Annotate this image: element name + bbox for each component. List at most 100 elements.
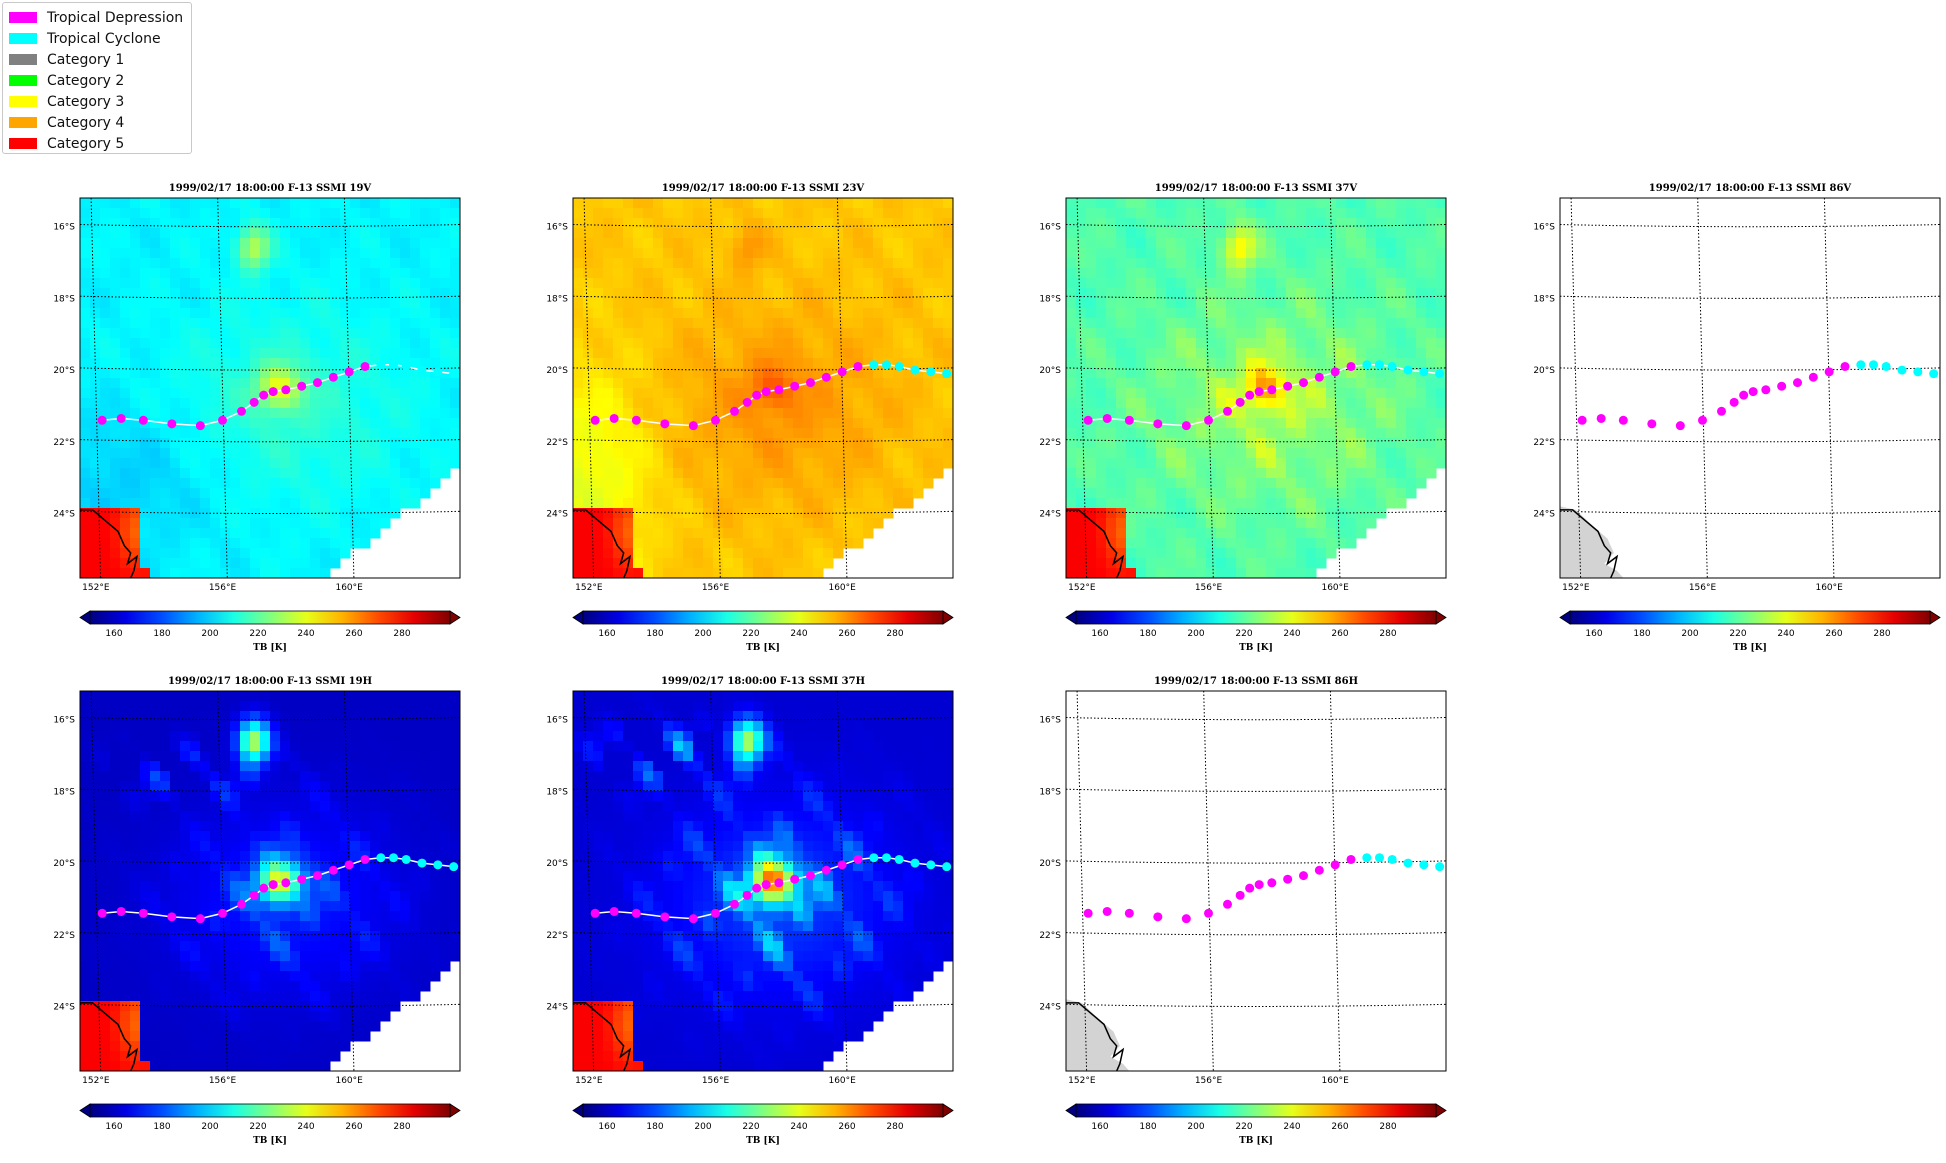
heatmap-cell (250, 771, 261, 782)
heatmap-cell (320, 268, 331, 279)
heatmap-cell (1426, 418, 1437, 429)
heatmap-cell (380, 448, 391, 459)
heatmap-cell (883, 268, 894, 279)
heatmap-cell (100, 328, 111, 339)
heatmap-cell (633, 338, 644, 349)
heatmap-cell (230, 558, 241, 569)
heatmap-cell (340, 771, 351, 782)
heatmap-cell (380, 478, 391, 489)
heatmap-cell (360, 761, 371, 772)
heatmap-cell (593, 378, 604, 389)
heatmap-cell (893, 248, 904, 259)
heatmap-cell (753, 518, 764, 529)
heatmap-cell (1076, 418, 1087, 429)
heatmap-cell (763, 558, 774, 569)
heatmap-cell (150, 821, 161, 832)
heatmap-cell (823, 348, 834, 359)
heatmap-cell (1136, 558, 1147, 569)
colorbar-tick-label: 220 (1235, 629, 1252, 639)
heatmap-cell (673, 318, 684, 329)
legend-swatch (9, 75, 37, 86)
heatmap-cell (90, 248, 101, 259)
heatmap-cell (240, 348, 251, 359)
heatmap-cell (390, 448, 401, 459)
heatmap-cell (230, 258, 241, 269)
parallel-line (80, 367, 460, 371)
heatmap-cell (813, 328, 824, 339)
heatmap-cell (1116, 258, 1127, 269)
heatmap-cell (250, 468, 261, 479)
heatmap-cell (1126, 398, 1137, 409)
heatmap-cell (210, 288, 221, 299)
panel-svg: 1999/02/17 18:00:00 F-13 SSMI 86V16°S18°… (1533, 183, 1941, 653)
heatmap-cell (270, 548, 281, 559)
heatmap-cell (1066, 348, 1077, 359)
heatmap-cell (583, 498, 594, 509)
heatmap-cell (350, 388, 361, 399)
heatmap-cell (240, 711, 251, 722)
heatmap-cell (1166, 278, 1177, 289)
heatmap-cell (1246, 308, 1257, 319)
heatmap-cell (340, 761, 351, 772)
heatmap-cell (220, 701, 231, 712)
heatmap-cell (400, 801, 411, 812)
heatmap-cell (633, 288, 644, 299)
heatmap-cell (1186, 438, 1197, 449)
heatmap-cell (643, 388, 654, 399)
heatmap-cell (793, 348, 804, 359)
heatmap-cell (693, 308, 704, 319)
track-point (1840, 361, 1850, 371)
heatmap-cell (100, 558, 111, 569)
heatmap-cell (913, 378, 924, 389)
heatmap-cell (1286, 358, 1297, 369)
heatmap-cell (200, 791, 211, 802)
heatmap-cell (1376, 308, 1387, 319)
heatmap-cell (603, 228, 614, 239)
heatmap-cell (753, 548, 764, 559)
heatmap-cell (1256, 208, 1267, 219)
heatmap-cell (200, 831, 211, 842)
heatmap-cell (440, 318, 451, 329)
heatmap-cell (250, 478, 261, 489)
heatmap-cell (160, 478, 171, 489)
heatmap-cell (270, 398, 281, 409)
heatmap-cell (220, 238, 231, 249)
heatmap-cell (1146, 338, 1157, 349)
heatmap-cell (1266, 258, 1277, 269)
heatmap-cell (260, 478, 271, 489)
heatmap-cell (80, 791, 91, 802)
heatmap-cell (1296, 478, 1307, 489)
heatmap-cell (1406, 298, 1417, 309)
heatmap-cell (260, 328, 271, 339)
heatmap-cell (190, 691, 201, 702)
heatmap-cell (120, 388, 131, 399)
heatmap-cell (280, 811, 291, 822)
heatmap-cell (1106, 468, 1117, 479)
heatmap-cell (583, 388, 594, 399)
heatmap-cell (200, 568, 211, 578)
heatmap-cell (1306, 478, 1317, 489)
heatmap-cell (1136, 438, 1147, 449)
heatmap-cell (793, 398, 804, 409)
heatmap-cell (1256, 528, 1267, 539)
heatmap-cell (1086, 268, 1097, 279)
heatmap-cell (913, 458, 924, 469)
heatmap-cell (823, 308, 834, 319)
heatmap-cell (1356, 228, 1367, 239)
heatmap-cell (1226, 428, 1237, 439)
heatmap-cell (853, 198, 864, 209)
heatmap-cell (130, 248, 141, 259)
heatmap-cell (380, 691, 391, 702)
lon-tick-label: 160°E (1321, 583, 1349, 593)
heatmap-cell (280, 751, 291, 762)
heatmap-cell (280, 448, 291, 459)
heatmap-cell (1086, 488, 1097, 499)
map-frame (1559, 197, 1941, 579)
heatmap-cell (653, 348, 664, 359)
heatmap-cell (843, 388, 854, 399)
heatmap-cell (1426, 388, 1437, 399)
heatmap-cell (270, 428, 281, 439)
heatmap-cell (1426, 358, 1437, 369)
heatmap-cell (250, 781, 261, 792)
heatmap-cell (260, 751, 271, 762)
